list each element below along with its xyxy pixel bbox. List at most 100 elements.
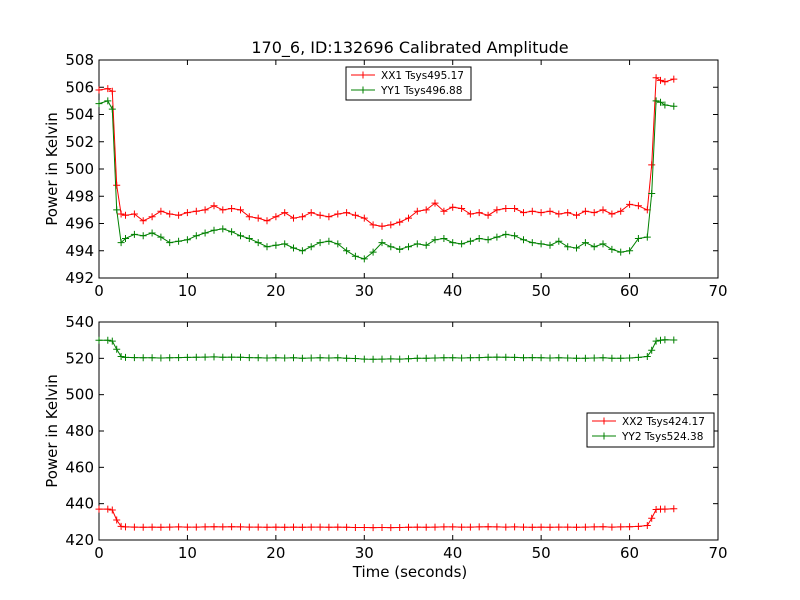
top-data-point	[378, 239, 386, 247]
top-data-point	[298, 247, 306, 255]
top-data-point	[520, 209, 527, 217]
top-data-point	[108, 105, 116, 113]
bottom-data-point	[378, 355, 386, 363]
top-data-point	[528, 207, 536, 215]
bottom-data-point	[475, 523, 483, 531]
top-data-point	[298, 213, 306, 221]
top-data-point	[130, 210, 138, 218]
top-data-point	[175, 211, 183, 219]
bottom-data-point	[599, 354, 607, 362]
bottom-y-tick-label: 540	[65, 313, 94, 331]
top-data-point	[334, 210, 342, 218]
bottom-data-point	[334, 354, 342, 362]
top-data-point	[493, 206, 501, 214]
top-data-point	[405, 214, 412, 222]
bottom-data-point	[307, 354, 315, 362]
chart-title: 170_6, ID:132696 Calibrated Amplitude	[251, 38, 568, 58]
bottom-data-point	[117, 353, 125, 360]
bottom-data-point	[564, 523, 572, 531]
top-data-point	[316, 239, 324, 247]
bottom-data-point	[290, 523, 297, 531]
bottom-data-point	[458, 523, 466, 531]
bottom-data-point	[108, 506, 116, 514]
bottom-data-point	[511, 523, 519, 531]
top-data-point	[325, 213, 333, 221]
bottom-data-point	[466, 523, 474, 531]
bottom-y-tick-label: 460	[65, 458, 94, 476]
top-data-point	[608, 210, 616, 218]
bottom-data-point	[325, 354, 333, 362]
bottom-x-tick-label: 50	[532, 544, 551, 562]
bottom-data-point	[219, 353, 227, 361]
top-x-tick-label: 0	[94, 282, 104, 300]
top-data-point	[281, 240, 289, 248]
top-data-point	[334, 240, 342, 248]
bottom-data-point	[475, 354, 483, 362]
bottom-data-point	[537, 354, 545, 362]
bottom-data-point	[652, 337, 660, 345]
bottom-y-tick-label: 420	[65, 531, 94, 549]
top-legend-box	[345, 66, 472, 101]
bottom-data-point	[351, 355, 359, 362]
bottom-data-point	[166, 354, 174, 362]
bottom-data-point	[634, 353, 642, 361]
top-data-point	[422, 241, 430, 249]
bottom-legend-label: YY2 Tsys524.38	[621, 431, 703, 443]
top-y-tick-label: 502	[65, 133, 94, 151]
top-data-point	[237, 232, 244, 240]
bottom-data-point	[528, 354, 536, 362]
top-y-tick-label: 496	[65, 215, 94, 233]
top-data-point	[117, 210, 125, 218]
bottom-data-point	[219, 523, 227, 531]
bottom-data-point	[528, 523, 536, 531]
bottom-data-point	[387, 524, 395, 532]
bottom-data-point	[440, 354, 448, 362]
top-data-point	[590, 209, 598, 217]
top-data-point	[192, 207, 200, 215]
top-data-point	[378, 222, 386, 230]
top-data-point	[564, 243, 572, 251]
top-data-point	[307, 209, 315, 217]
bottom-data-point	[590, 523, 598, 531]
bottom-data-point	[573, 523, 580, 531]
bottom-data-point	[192, 523, 200, 531]
top-data-point	[192, 232, 200, 240]
top-data-point	[634, 235, 642, 242]
top-data-point	[113, 181, 121, 189]
bottom-data-point	[537, 523, 545, 531]
bottom-data-point	[316, 523, 324, 531]
bottom-data-point	[661, 505, 669, 513]
bottom-x-tick-label: 60	[620, 544, 639, 562]
bottom-x-tick-label: 30	[355, 544, 374, 562]
top-data-point	[475, 209, 483, 217]
top-data-point	[290, 214, 297, 222]
top-data-point	[599, 206, 607, 214]
top-legend-marker	[359, 71, 367, 79]
top-data-point	[360, 214, 368, 222]
top-data-point	[210, 202, 218, 210]
top-data-point	[396, 218, 404, 226]
top-data-point	[95, 100, 103, 108]
bottom-data-point	[254, 523, 262, 531]
top-data-point	[537, 240, 545, 248]
top-data-point	[634, 202, 642, 210]
bottom-data-point	[449, 354, 457, 362]
top-data-point	[502, 205, 510, 212]
top-data-point	[95, 86, 103, 94]
top-data-point	[608, 245, 616, 253]
bottom-series-line-2	[99, 339, 674, 360]
bottom-data-point	[405, 355, 412, 363]
top-data-point	[201, 229, 209, 237]
bottom-data-point	[175, 523, 183, 531]
bottom-data-point	[422, 523, 430, 531]
bottom-data-point	[272, 523, 280, 531]
bottom-data-point	[113, 345, 121, 353]
top-data-point	[263, 217, 271, 225]
bottom-data-point	[183, 353, 191, 361]
top-data-point	[272, 241, 280, 249]
bottom-data-point	[343, 523, 351, 531]
top-legend: XX1 Tsys495.17 YY1 Tsys496.88	[345, 66, 472, 101]
top-data-point	[484, 211, 492, 219]
bottom-data-point	[405, 523, 412, 531]
bottom-data-point	[192, 353, 200, 361]
